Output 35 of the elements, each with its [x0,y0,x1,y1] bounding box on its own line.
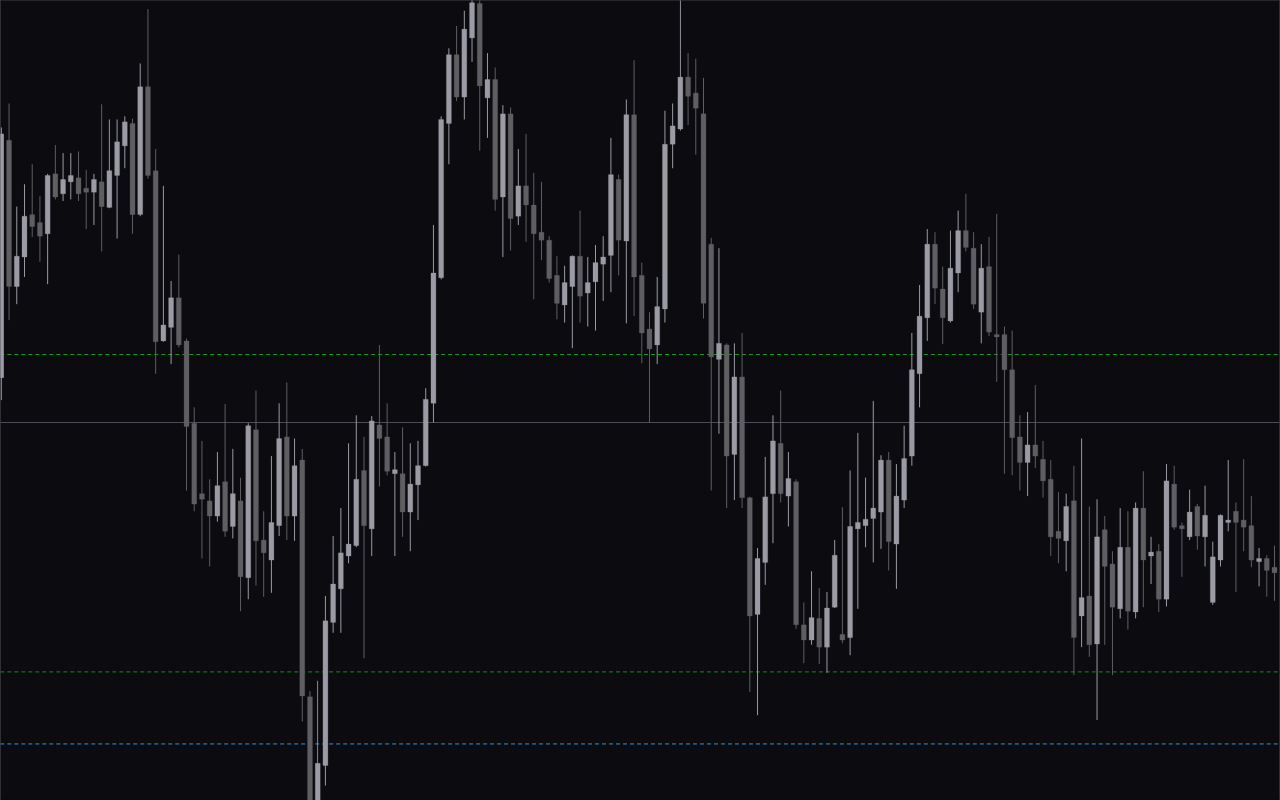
candlestick [801,601,807,664]
candlestick [716,247,722,435]
candlestick [1148,536,1154,585]
candlestick [523,133,529,243]
candlestick [963,193,969,252]
candlestick [37,195,43,263]
candlestick [52,144,58,200]
candlestick [199,440,205,559]
candlestick [1256,547,1262,587]
candlestick [68,152,74,200]
candlestick [585,256,591,327]
candlestick [693,58,699,156]
candlestick [1179,521,1185,578]
candlestick [870,400,876,563]
candlestick [60,152,66,202]
candlestick [415,440,421,521]
candlestick [1233,501,1239,593]
candlestick [1032,384,1038,469]
candlestick [261,510,267,598]
candlestick [1202,485,1208,567]
candlestick [392,451,398,557]
candlestick [207,478,213,567]
candlestick [839,506,846,644]
candlestick [91,173,97,226]
candlestick [1024,411,1031,497]
candlestick [484,52,491,139]
candlestick [122,115,128,169]
candlestick [808,570,815,646]
candlestick [1079,437,1085,648]
candlestick [0,126,4,401]
candlestick [785,451,791,527]
candlestick [29,163,35,238]
candlestick [685,52,691,126]
candlestick [1040,440,1046,499]
candlestick [160,185,166,343]
